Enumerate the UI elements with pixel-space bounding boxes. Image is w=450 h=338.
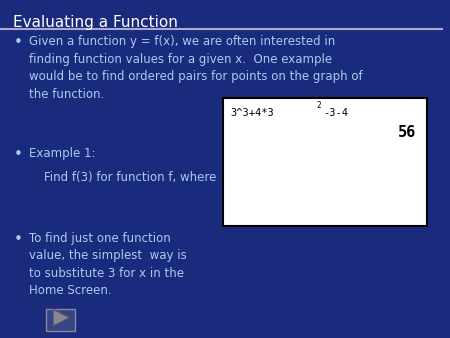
FancyBboxPatch shape bbox=[224, 98, 427, 226]
Text: •: • bbox=[13, 35, 22, 50]
Polygon shape bbox=[53, 309, 70, 326]
Text: Given a function y = f(x), we are often interested in
finding function values fo: Given a function y = f(x), we are often … bbox=[29, 35, 362, 101]
Text: $f(x) = x^3 + 4x^2 - x - 4$: $f(x) = x^3 + 4x^2 - x - 4$ bbox=[224, 166, 327, 182]
Text: 3^3+4*3: 3^3+4*3 bbox=[230, 108, 274, 118]
Text: •: • bbox=[13, 147, 22, 162]
Text: •: • bbox=[13, 232, 22, 246]
Text: 2: 2 bbox=[316, 101, 321, 110]
Text: Evaluating a Function: Evaluating a Function bbox=[13, 15, 178, 30]
Text: Example 1:: Example 1: bbox=[29, 147, 95, 160]
FancyBboxPatch shape bbox=[46, 309, 75, 331]
Text: 56: 56 bbox=[398, 125, 416, 140]
Text: To find just one function
value, the simplest  way is
to substitute 3 for x in t: To find just one function value, the sim… bbox=[29, 232, 186, 297]
Text: Find f(3) for function f, where: Find f(3) for function f, where bbox=[44, 171, 220, 184]
Text: -3-4: -3-4 bbox=[323, 108, 348, 118]
